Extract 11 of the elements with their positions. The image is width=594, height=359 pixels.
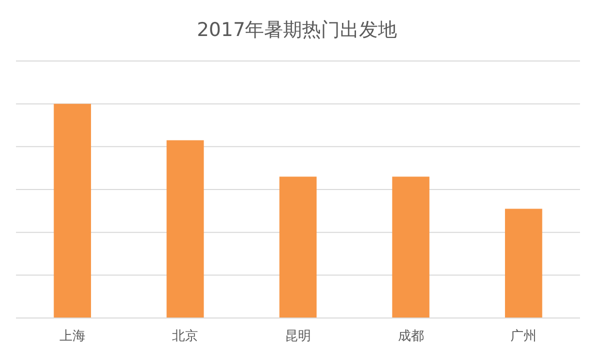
x-tick-label: 昆明 — [285, 329, 311, 344]
chart-title: 2017年暑期热门出发地 — [196, 19, 398, 41]
bar — [504, 208, 542, 318]
x-tick-label: 北京 — [172, 329, 198, 344]
bar — [54, 104, 92, 318]
x-tick-label: 广州 — [510, 329, 537, 344]
x-tick-label: 成都 — [398, 329, 424, 344]
x-tick-label: 上海 — [59, 329, 86, 344]
bar — [392, 176, 430, 318]
bar — [166, 140, 204, 318]
bar — [279, 176, 317, 318]
